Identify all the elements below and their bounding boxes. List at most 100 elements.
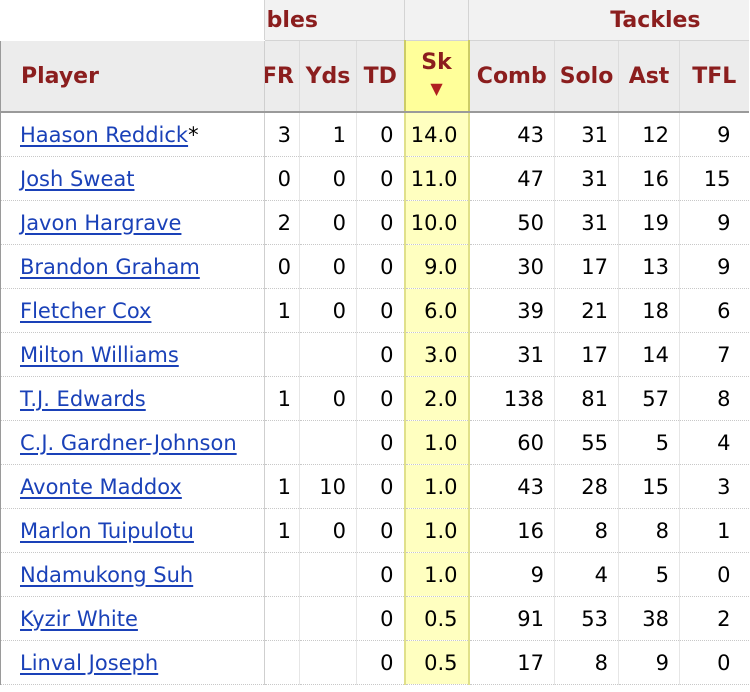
player-cell: Linval Joseph [0, 640, 265, 685]
yds-cell [299, 552, 357, 597]
ast-cell: 57 [618, 376, 681, 421]
column-header-yds[interactable]: Yds [299, 40, 357, 113]
sk-cell: 11.0 [403, 156, 470, 201]
tfl-cell: 0 [679, 552, 749, 597]
player-cell: Javon Hargrave [0, 200, 265, 245]
table-row: Haason Reddick* 3 1 0 14.0 43 31 12 9 [0, 112, 749, 157]
td-cell: 0 [356, 420, 406, 465]
player-link[interactable]: Fletcher Cox [20, 298, 152, 323]
column-header-sk[interactable]: Sk ▼ [403, 40, 470, 113]
column-header-solo[interactable]: Solo [554, 40, 620, 113]
column-header-player[interactable]: Player [0, 40, 265, 113]
fr-cell: 1 [264, 508, 300, 553]
comb-cell: 31 [468, 332, 556, 377]
player-cell: Kyzir White [0, 596, 265, 641]
player-cell: Brandon Graham [0, 244, 265, 289]
player-link[interactable]: Marlon Tuipulotu [20, 518, 194, 543]
fr-cell [264, 420, 300, 465]
ast-cell: 19 [618, 200, 681, 245]
over-header-row: nbles Tackles [0, 0, 749, 41]
solo-cell: 17 [554, 244, 620, 289]
over-header-fumbles: nbles [264, 0, 406, 41]
td-cell: 0 [356, 332, 406, 377]
ast-cell: 13 [618, 244, 681, 289]
player-link[interactable]: Avonte Maddox [20, 474, 182, 499]
yds-cell [299, 596, 357, 641]
tfl-cell: 9 [679, 112, 749, 157]
solo-cell: 17 [554, 332, 620, 377]
player-link[interactable]: Ndamukong Suh [20, 562, 194, 587]
player-link[interactable]: Linval Joseph [20, 650, 159, 675]
column-header-td[interactable]: TD [356, 40, 406, 113]
over-header-tackles: Tackles [468, 0, 749, 41]
fr-cell: 2 [264, 200, 300, 245]
fr-cell [264, 332, 300, 377]
comb-cell: 50 [468, 200, 556, 245]
solo-cell: 4 [554, 552, 620, 597]
player-link[interactable]: Kyzir White [20, 606, 138, 631]
ast-cell: 5 [618, 420, 681, 465]
sk-cell: 9.0 [403, 244, 470, 289]
tfl-cell: 0 [679, 640, 749, 685]
fr-cell: 0 [264, 244, 300, 289]
fr-cell [264, 596, 300, 641]
table-row: Josh Sweat 0 0 0 11.0 47 31 16 15 [0, 156, 749, 201]
sk-cell: 10.0 [403, 200, 470, 245]
solo-cell: 81 [554, 376, 620, 421]
player-link[interactable]: Javon Hargrave [20, 210, 182, 235]
player-link[interactable]: T.J. Edwards [20, 386, 146, 411]
yds-cell: 0 [299, 200, 357, 245]
column-header-sk-label: Sk [421, 50, 452, 75]
player-link[interactable]: Josh Sweat [20, 166, 135, 191]
table-row: Fletcher Cox 1 0 0 6.0 39 21 18 6 [0, 288, 749, 333]
yds-cell: 1 [299, 112, 357, 157]
column-header-fr[interactable]: FR [264, 40, 300, 113]
tfl-cell: 9 [679, 244, 749, 289]
tfl-cell: 3 [679, 464, 749, 509]
sort-descending-icon: ▼ [430, 79, 443, 98]
fr-cell [264, 552, 300, 597]
solo-cell: 31 [554, 156, 620, 201]
td-cell: 0 [356, 200, 406, 245]
player-link[interactable]: Haason Reddick [20, 122, 189, 147]
sk-cell: 0.5 [403, 596, 470, 641]
comb-cell: 39 [468, 288, 556, 333]
tfl-cell: 7 [679, 332, 749, 377]
column-header-ast[interactable]: Ast [618, 40, 681, 113]
td-cell: 0 [356, 552, 406, 597]
comb-cell: 30 [468, 244, 556, 289]
column-header-comb[interactable]: Comb [468, 40, 556, 113]
td-cell: 0 [356, 596, 406, 641]
solo-cell: 31 [554, 112, 620, 157]
table-row: C.J. Gardner-Johnson 0 1.0 60 55 5 4 [0, 420, 749, 465]
table-row: Marlon Tuipulotu 1 0 0 1.0 16 8 8 1 [0, 508, 749, 553]
comb-cell: 47 [468, 156, 556, 201]
player-link[interactable]: Milton Williams [20, 342, 179, 367]
player-link[interactable]: C.J. Gardner-Johnson [20, 430, 237, 455]
ast-cell: 15 [618, 464, 681, 509]
player-link[interactable]: Brandon Graham [20, 254, 200, 279]
fr-cell: 3 [264, 112, 300, 157]
yds-cell: 0 [299, 244, 357, 289]
ast-cell: 12 [618, 112, 681, 157]
player-cell: Ndamukong Suh [0, 552, 265, 597]
comb-cell: 9 [468, 552, 556, 597]
tfl-cell: 4 [679, 420, 749, 465]
solo-cell: 21 [554, 288, 620, 333]
solo-cell: 8 [554, 640, 620, 685]
yds-cell [299, 420, 357, 465]
comb-cell: 16 [468, 508, 556, 553]
ast-cell: 38 [618, 596, 681, 641]
sk-cell: 0.5 [403, 640, 470, 685]
column-header-tfl[interactable]: TFL [679, 40, 749, 113]
solo-cell: 8 [554, 508, 620, 553]
yds-cell: 0 [299, 288, 357, 333]
solo-cell: 53 [554, 596, 620, 641]
sk-cell: 2.0 [403, 376, 470, 421]
player-cell: Marlon Tuipulotu [0, 508, 265, 553]
solo-cell: 28 [554, 464, 620, 509]
sk-cell: 1.0 [403, 508, 470, 553]
sk-cell: 3.0 [403, 332, 470, 377]
ast-cell: 5 [618, 552, 681, 597]
